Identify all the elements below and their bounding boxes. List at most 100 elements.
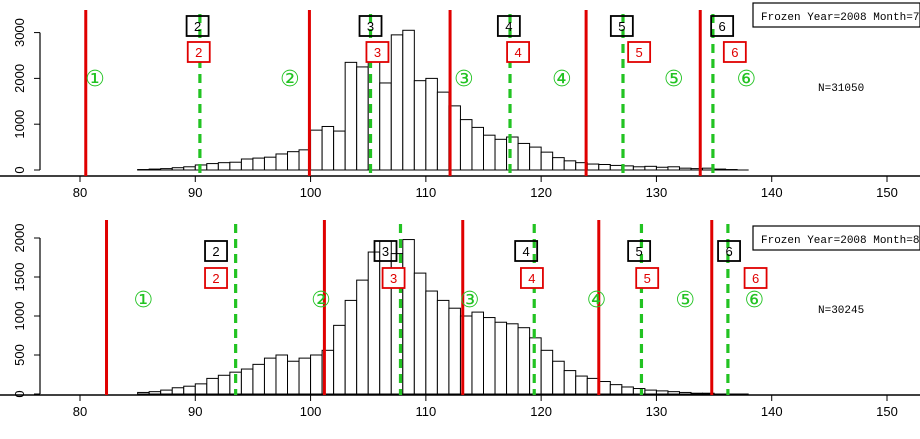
histogram-bar <box>632 388 646 395</box>
histogram-bar <box>540 151 554 171</box>
black-box-label: 2 <box>212 244 219 259</box>
y-tick-label: 1500 <box>12 263 27 292</box>
green-circled-label: ⑥ <box>745 288 765 313</box>
histogram-bar <box>229 161 242 171</box>
sample-size-annotation: N=30245 <box>818 305 864 317</box>
black-box-label: 6 <box>725 244 732 259</box>
histogram-bar <box>517 327 531 395</box>
histogram-bar <box>344 61 358 171</box>
black-box-marker <box>710 15 735 37</box>
legend-text: Frozen Year=2008 Month=7 <box>761 12 919 24</box>
x-tick-label: 90 <box>188 185 202 200</box>
legend-box <box>752 225 920 251</box>
red-box-label: 6 <box>731 45 738 60</box>
histogram-bar <box>183 385 196 395</box>
histogram-bar <box>517 142 531 171</box>
histogram-bar <box>413 272 427 395</box>
black-box-label: 5 <box>636 244 643 259</box>
histogram-bar <box>367 251 381 395</box>
y-tick-label: 2000 <box>12 224 27 253</box>
green-circled-label: ② <box>311 288 331 313</box>
x-tick-label: 130 <box>646 404 668 419</box>
histogram-bar <box>425 77 438 171</box>
x-tick-label: 130 <box>646 185 668 200</box>
histogram-bar <box>206 163 219 171</box>
black-box-label: 4 <box>505 19 512 34</box>
histogram-bar <box>598 381 611 395</box>
x-tick-label: 110 <box>415 404 436 419</box>
y-tick-label: 1000 <box>12 302 27 331</box>
black-box-marker <box>373 240 398 262</box>
black-box-label: 5 <box>618 19 625 34</box>
histogram-bar <box>240 368 254 395</box>
histogram-bar <box>586 377 600 395</box>
red-box-marker <box>722 41 747 63</box>
histogram-bar <box>217 162 231 171</box>
red-box-label: 4 <box>528 271 535 286</box>
x-tick-label: 90 <box>188 404 202 419</box>
x-tick-label: 100 <box>300 185 322 200</box>
green-circled-label: ② <box>280 67 300 92</box>
black-box-label: 3 <box>367 19 374 34</box>
y-tick-label: 0 <box>12 390 27 397</box>
green-circled-label: ⑤ <box>664 67 684 92</box>
black-box-label: 4 <box>523 244 530 259</box>
green-circled-label: ① <box>134 288 154 313</box>
x-tick-label: 150 <box>876 404 898 419</box>
histogram-bar <box>436 299 450 395</box>
black-box-marker <box>185 15 210 37</box>
x-tick-label: 140 <box>761 185 783 200</box>
histogram-bar <box>494 321 508 395</box>
red-box-marker <box>381 267 406 289</box>
black-box-marker <box>514 240 539 262</box>
histogram-bar <box>356 279 369 395</box>
red-box-label: 4 <box>514 45 521 60</box>
histogram-bar <box>379 82 392 171</box>
legend-box <box>752 2 920 28</box>
x-tick-label: 120 <box>530 404 552 419</box>
green-circled-label: ① <box>85 67 105 92</box>
histogram-bar <box>263 156 277 171</box>
histogram-bar <box>598 164 611 171</box>
histogram-bar <box>217 374 231 395</box>
y-tick-label: 0 <box>12 166 27 173</box>
x-tick-label: 120 <box>530 185 552 200</box>
histogram-bar <box>263 357 277 395</box>
histogram-bar <box>575 375 588 395</box>
histogram-bar <box>333 130 346 171</box>
red-box-label: 5 <box>636 45 643 60</box>
histogram-bar <box>240 158 254 171</box>
histogram-bar <box>344 299 358 395</box>
histogram-bar <box>275 153 289 171</box>
histogram-bar <box>194 383 208 395</box>
x-tick-label: 80 <box>73 404 87 419</box>
histogram-bar <box>333 324 346 395</box>
histogram-bar <box>310 354 323 395</box>
histogram-bar <box>298 357 312 395</box>
red-box-marker <box>635 267 660 289</box>
histogram-bar <box>586 163 600 171</box>
histogram-bar <box>287 360 300 395</box>
red-box-marker <box>627 41 652 63</box>
red-box-marker <box>520 267 544 289</box>
histogram-bar <box>471 126 485 171</box>
histogram-bar <box>287 151 300 171</box>
histogram-bar <box>644 389 657 395</box>
black-box-marker <box>496 15 521 37</box>
histogram-bar <box>310 129 323 171</box>
black-box-label: 3 <box>382 244 389 259</box>
histogram-bar <box>171 387 185 395</box>
green-circled-label: ③ <box>454 67 474 92</box>
y-tick-label: 2000 <box>12 64 27 93</box>
histogram-bar <box>621 386 634 395</box>
x-tick-label: 80 <box>73 185 87 200</box>
histogram-bar <box>448 307 461 395</box>
histogram-bar <box>252 157 265 171</box>
sample-size-annotation: N=31050 <box>818 83 864 95</box>
histogram-bar <box>206 377 219 395</box>
green-circled-label: ⑤ <box>675 288 695 313</box>
histogram-bar <box>436 91 450 171</box>
histogram-bar <box>563 160 577 171</box>
x-tick-label: 100 <box>300 404 322 419</box>
